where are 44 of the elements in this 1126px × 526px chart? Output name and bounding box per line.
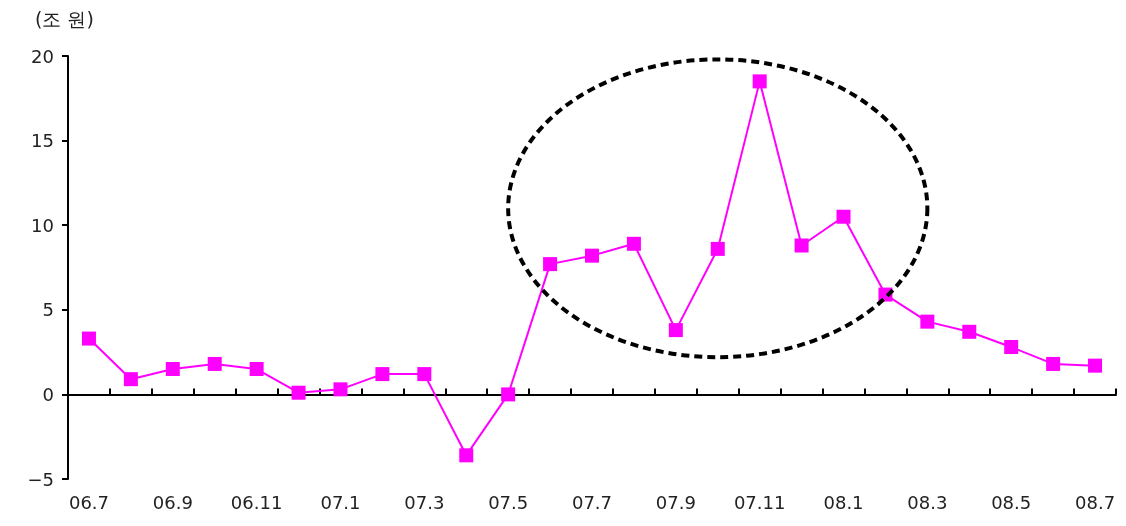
x-tick-label: 06.11 [230,491,283,513]
y-tick-label: 20 [31,45,54,67]
point [207,356,222,371]
x-tick-label: 07.5 [488,491,529,513]
point [668,323,683,338]
point [920,314,935,329]
point [794,238,809,253]
y-tick-label: 10 [31,214,54,236]
point [585,248,599,263]
x-tick-label: 06.7 [68,491,109,513]
x-tick-label: 08.5 [991,491,1032,513]
y-tick-label: 0 [42,383,54,405]
x-tick-label: 07.1 [320,491,361,513]
point [81,331,96,346]
point [417,367,432,382]
point [1046,356,1061,371]
point [543,257,558,272]
x-tick-label: 08.1 [823,491,864,513]
point [1004,340,1019,355]
point [626,236,641,251]
point [710,241,725,256]
point [123,372,138,387]
point [962,324,977,339]
x-tick-label: 08.3 [907,491,948,513]
point [165,362,180,377]
point [291,385,306,400]
point [333,382,348,397]
y-tick-label: −5 [27,468,54,490]
y-tick-label: 5 [42,299,54,321]
x-tick-label: 08.7 [1075,491,1116,513]
y-axis-title: (조 원) [35,7,94,30]
point [249,362,264,377]
point [752,74,767,89]
x-tick-label: 07.3 [404,491,445,513]
point [1088,358,1103,373]
point [459,448,474,463]
x-tick-label: 07.9 [655,491,696,513]
x-tick-label: 06.9 [152,491,193,513]
point [375,367,390,382]
y-tick-label: 15 [31,130,54,152]
point [501,387,516,402]
x-tick-label: 07.11 [733,491,786,513]
point [836,209,851,224]
x-tick-label: 07.7 [571,491,613,513]
